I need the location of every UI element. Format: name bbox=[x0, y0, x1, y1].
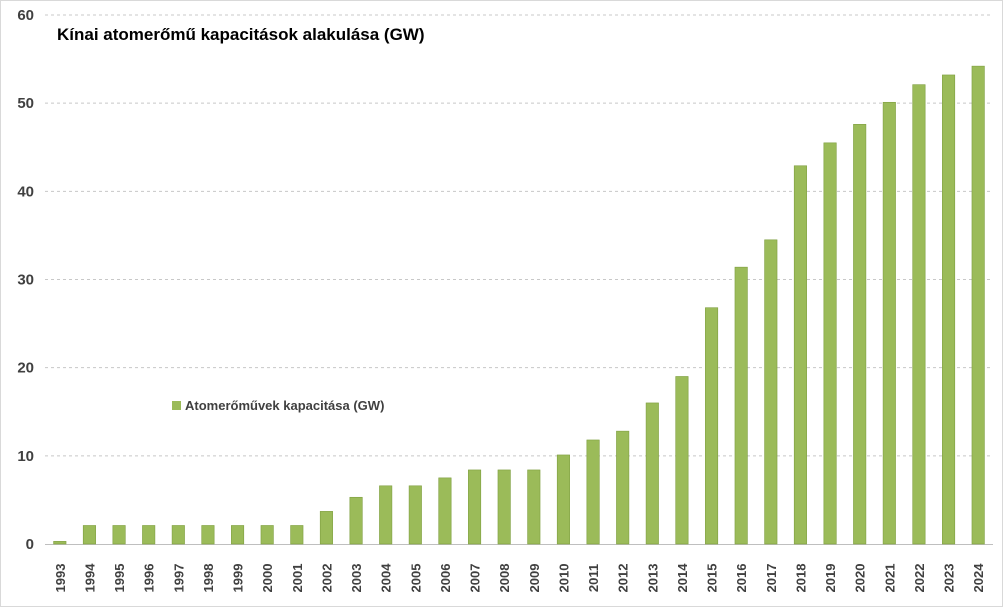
x-tick-label: 2000 bbox=[260, 564, 275, 593]
x-tick-label: 1997 bbox=[171, 564, 186, 593]
bar-2021 bbox=[882, 101, 896, 545]
bar-2011 bbox=[586, 439, 600, 545]
x-tick-label: 2010 bbox=[556, 564, 571, 593]
bar-2019 bbox=[823, 142, 837, 545]
x-tick-label: 2023 bbox=[942, 564, 957, 593]
gridlines bbox=[45, 14, 993, 457]
bar-2002 bbox=[319, 511, 333, 545]
bar-1999 bbox=[231, 525, 245, 545]
bar-1995 bbox=[112, 525, 126, 545]
x-tick-label: 2017 bbox=[764, 564, 779, 593]
bar-2024 bbox=[971, 65, 985, 545]
legend-label: Atomerőművek kapacitása (GW) bbox=[185, 398, 384, 413]
bar-2023 bbox=[942, 74, 956, 545]
x-tick-label: 2004 bbox=[379, 563, 394, 593]
x-tick-label: 1994 bbox=[82, 563, 97, 593]
x-tick-label: 2022 bbox=[912, 564, 927, 593]
x-tick-label: 2020 bbox=[853, 564, 868, 593]
bar-2008 bbox=[497, 469, 511, 545]
bar-2009 bbox=[527, 469, 541, 545]
bar-1993 bbox=[53, 541, 67, 545]
y-tick-label: 0 bbox=[26, 536, 34, 553]
x-tick-label: 1995 bbox=[112, 564, 127, 593]
x-tick-label: 1993 bbox=[53, 564, 68, 593]
y-tick-label: 40 bbox=[17, 183, 34, 200]
bar-2007 bbox=[468, 469, 482, 545]
x-tick-label: 2018 bbox=[793, 564, 808, 593]
x-tick-label: 2009 bbox=[527, 564, 542, 593]
x-tick-label: 2016 bbox=[734, 564, 749, 593]
x-tick-label: 2013 bbox=[645, 564, 660, 593]
bar-2020 bbox=[853, 124, 867, 545]
x-tick-label: 2015 bbox=[705, 564, 720, 593]
bars bbox=[53, 65, 985, 545]
x-tick-label: 2007 bbox=[468, 564, 483, 593]
chart-title: Kínai atomerőmű kapacitások alakulása (G… bbox=[57, 25, 425, 44]
x-tick-label: 2019 bbox=[823, 564, 838, 593]
x-tick-label: 2014 bbox=[675, 563, 690, 593]
x-axis-ticks: 1993 1994 1995 1996 1997 1998 1999 2000 2001 2002… bbox=[53, 563, 986, 593]
y-axis-ticks: 0 10 20 30 40 50 60 bbox=[17, 7, 34, 553]
bar-2003 bbox=[349, 496, 363, 545]
x-tick-label: 2005 bbox=[408, 564, 423, 593]
y-tick-label: 50 bbox=[17, 95, 34, 112]
x-tick-label: 2012 bbox=[616, 564, 631, 593]
bar-2000 bbox=[260, 525, 274, 545]
bar-1997 bbox=[171, 525, 185, 545]
bar-2001 bbox=[290, 525, 304, 545]
x-tick-label: 2002 bbox=[319, 564, 334, 593]
x-tick-label: 2006 bbox=[438, 564, 453, 593]
bar-2022 bbox=[912, 84, 926, 545]
bar-2014 bbox=[675, 376, 689, 545]
y-tick-label: 60 bbox=[17, 7, 34, 24]
x-tick-label: 2008 bbox=[497, 564, 512, 593]
bar-1996 bbox=[142, 525, 156, 545]
x-tick-label: 2021 bbox=[882, 564, 897, 593]
x-tick-label: 2003 bbox=[349, 564, 364, 593]
bar-2010 bbox=[556, 454, 570, 545]
x-tick-label: 1998 bbox=[201, 564, 216, 593]
x-tick-label: 1999 bbox=[231, 564, 246, 593]
bar-2017 bbox=[764, 239, 778, 545]
bar-2005 bbox=[408, 485, 422, 545]
x-tick-label: 1996 bbox=[142, 564, 157, 593]
x-tick-label: 2001 bbox=[290, 564, 305, 593]
bar-2016 bbox=[734, 266, 748, 545]
bar-2004 bbox=[379, 485, 393, 545]
legend: Atomerőművek kapacitása (GW) bbox=[172, 398, 384, 413]
x-tick-label: 2011 bbox=[586, 564, 601, 592]
legend-swatch bbox=[172, 401, 181, 410]
y-tick-label: 20 bbox=[17, 360, 34, 377]
bar-1994 bbox=[82, 525, 96, 545]
bar-1998 bbox=[201, 525, 215, 545]
bar-2015 bbox=[705, 307, 719, 545]
bar-2012 bbox=[616, 430, 630, 545]
bar-2013 bbox=[645, 402, 659, 545]
y-tick-label: 30 bbox=[17, 272, 34, 289]
x-tick-label: 2024 bbox=[971, 563, 986, 593]
bar-2018 bbox=[793, 165, 807, 545]
y-tick-label: 10 bbox=[17, 448, 34, 465]
bar-2006 bbox=[438, 477, 452, 545]
